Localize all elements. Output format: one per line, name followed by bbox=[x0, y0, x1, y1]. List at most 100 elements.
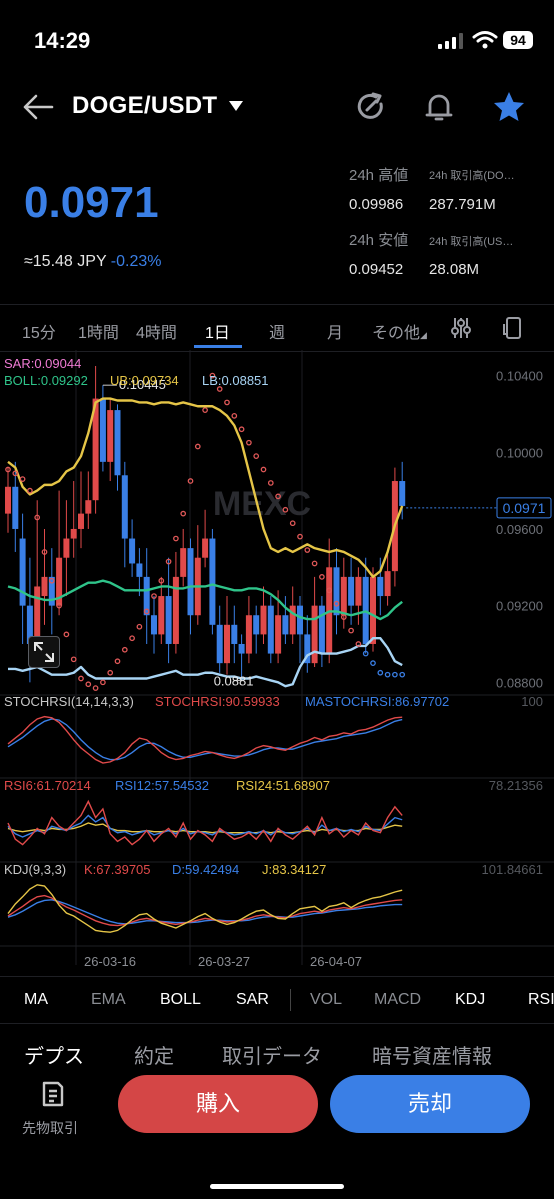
sar-dot bbox=[56, 602, 62, 609]
candle-body bbox=[275, 615, 282, 654]
tab-crypto-info[interactable]: 暗号資産情報 bbox=[372, 1046, 492, 1068]
indicator-ema[interactable]: EMA bbox=[91, 991, 126, 1008]
rsi12-line bbox=[7, 814, 403, 838]
back-arrow-icon[interactable] bbox=[22, 92, 54, 122]
sar-dot bbox=[384, 671, 391, 678]
more-corner-icon: ◢ bbox=[420, 330, 427, 340]
candle-body bbox=[78, 513, 84, 529]
kdj-max-label: 101.84661 bbox=[482, 862, 543, 877]
rsi12-legend: RSI12:57.54532 bbox=[115, 778, 209, 793]
tab-trades[interactable]: 約定 bbox=[134, 1046, 174, 1068]
futures-icon[interactable] bbox=[40, 1080, 66, 1108]
indicator-settings-icon[interactable] bbox=[450, 316, 472, 340]
sell-button[interactable]: 売却 bbox=[330, 1075, 530, 1133]
indicator-boll[interactable]: BOLL bbox=[160, 991, 201, 1008]
battery-indicator: 94 bbox=[503, 31, 533, 49]
tab-4h[interactable]: 4時間 bbox=[136, 325, 177, 342]
sar-dot bbox=[158, 577, 165, 584]
tab-more-label: その他 bbox=[372, 325, 421, 342]
tab-15m[interactable]: 15分 bbox=[22, 325, 56, 342]
sar-dot bbox=[319, 574, 325, 580]
tab-month[interactable]: 月 bbox=[327, 325, 344, 342]
candle-body bbox=[333, 567, 340, 616]
active-tab-underline bbox=[194, 345, 242, 348]
tab-trading-data[interactable]: 取引データ bbox=[222, 1046, 322, 1068]
y-tick-label: 0.09600 bbox=[496, 522, 543, 537]
legend-sar: SAR:0.09044 bbox=[4, 356, 81, 371]
sar-dot bbox=[19, 476, 26, 482]
rsi-max-label: 78.21356 bbox=[489, 778, 543, 793]
candle-body bbox=[70, 528, 77, 539]
pair-dropdown-icon[interactable] bbox=[228, 100, 244, 112]
sar-dot bbox=[173, 535, 179, 542]
y-tick-label: 0.08800 bbox=[496, 675, 543, 690]
candle-body bbox=[216, 624, 223, 664]
current-price-label: 0.0971 bbox=[503, 500, 546, 516]
candle-body bbox=[107, 410, 114, 462]
candle-body bbox=[85, 500, 92, 514]
tab-week[interactable]: 週 bbox=[269, 325, 286, 342]
kdj-d-line bbox=[7, 899, 403, 925]
candle-body bbox=[202, 538, 209, 558]
candle-body bbox=[99, 398, 106, 462]
high-marker-label: 0.10445 bbox=[119, 377, 166, 392]
candle-body bbox=[384, 571, 391, 597]
candle-body bbox=[129, 538, 136, 564]
share-icon[interactable] bbox=[354, 90, 388, 124]
candle-body bbox=[34, 586, 41, 644]
indicator-rsi[interactable]: RSI bbox=[528, 991, 554, 1008]
high-label: 24h 高値 bbox=[349, 167, 409, 184]
candle-body bbox=[348, 576, 355, 606]
pair-title[interactable]: DOGE/USDT bbox=[72, 92, 218, 119]
candle-body bbox=[399, 481, 406, 506]
sar-dot bbox=[348, 627, 354, 634]
candle-body bbox=[56, 557, 63, 606]
sub-max-label: 100 bbox=[521, 694, 543, 709]
expand-icon bbox=[34, 642, 54, 662]
tab-1h[interactable]: 1時間 bbox=[78, 325, 119, 342]
sar-dot bbox=[253, 453, 260, 459]
indicator-vol[interactable]: VOL bbox=[310, 991, 343, 1008]
favorite-star-icon[interactable] bbox=[492, 90, 526, 124]
home-indicator bbox=[210, 1184, 344, 1189]
orientation-icon[interactable] bbox=[502, 315, 524, 341]
candle-body bbox=[48, 576, 55, 606]
sar-dot bbox=[114, 658, 121, 665]
rsi6-legend: RSI6:61.70214 bbox=[4, 778, 91, 793]
low-value: 0.09452 bbox=[349, 261, 404, 278]
sar-dot bbox=[340, 614, 347, 620]
indicator-kdj[interactable]: KDJ bbox=[455, 991, 486, 1008]
buy-button[interactable]: 購入 bbox=[118, 1075, 318, 1133]
timeframe-bar: 15分 1時間 4時間 1日 週 月 その他◢ bbox=[0, 304, 554, 352]
indicator-macd[interactable]: MACD bbox=[374, 991, 422, 1008]
candle-body bbox=[260, 605, 267, 635]
expand-chart-button[interactable] bbox=[28, 636, 60, 668]
sar-dot bbox=[246, 439, 252, 446]
candle-body bbox=[238, 643, 245, 654]
bell-icon[interactable] bbox=[422, 90, 456, 124]
indicator-ma[interactable]: MA bbox=[24, 991, 48, 1008]
candle-body bbox=[114, 410, 121, 476]
rsi6-line bbox=[7, 799, 403, 846]
sar-dot bbox=[282, 506, 289, 513]
cellular-signal-icon bbox=[438, 33, 463, 49]
x-date-label: 26-03-16 bbox=[84, 954, 136, 969]
tab-depth[interactable]: デプス bbox=[24, 1046, 84, 1068]
high-value: 0.09986 bbox=[349, 196, 404, 213]
indicator-sar[interactable]: SAR bbox=[236, 991, 269, 1008]
sar-dot bbox=[267, 480, 274, 486]
tab-1d[interactable]: 1日 bbox=[205, 325, 230, 342]
candle-body bbox=[297, 605, 303, 635]
stochrsi-line bbox=[7, 715, 403, 764]
futures-label[interactable]: 先物取引 bbox=[22, 1120, 78, 1136]
sar-dot bbox=[143, 608, 150, 615]
sar-dot bbox=[238, 426, 245, 433]
sar-dot bbox=[289, 520, 296, 527]
sar-dot bbox=[187, 478, 194, 484]
price-chart[interactable]: 0.10400 0.10000 0.09600 0.09200 0.08800 MEXC 0… bbox=[0, 350, 554, 976]
sar-dot bbox=[377, 669, 384, 676]
boll-mid-line bbox=[7, 579, 403, 621]
candle-body bbox=[355, 576, 362, 606]
tab-more[interactable]: その他◢ bbox=[372, 319, 427, 343]
candle-body bbox=[245, 615, 252, 654]
